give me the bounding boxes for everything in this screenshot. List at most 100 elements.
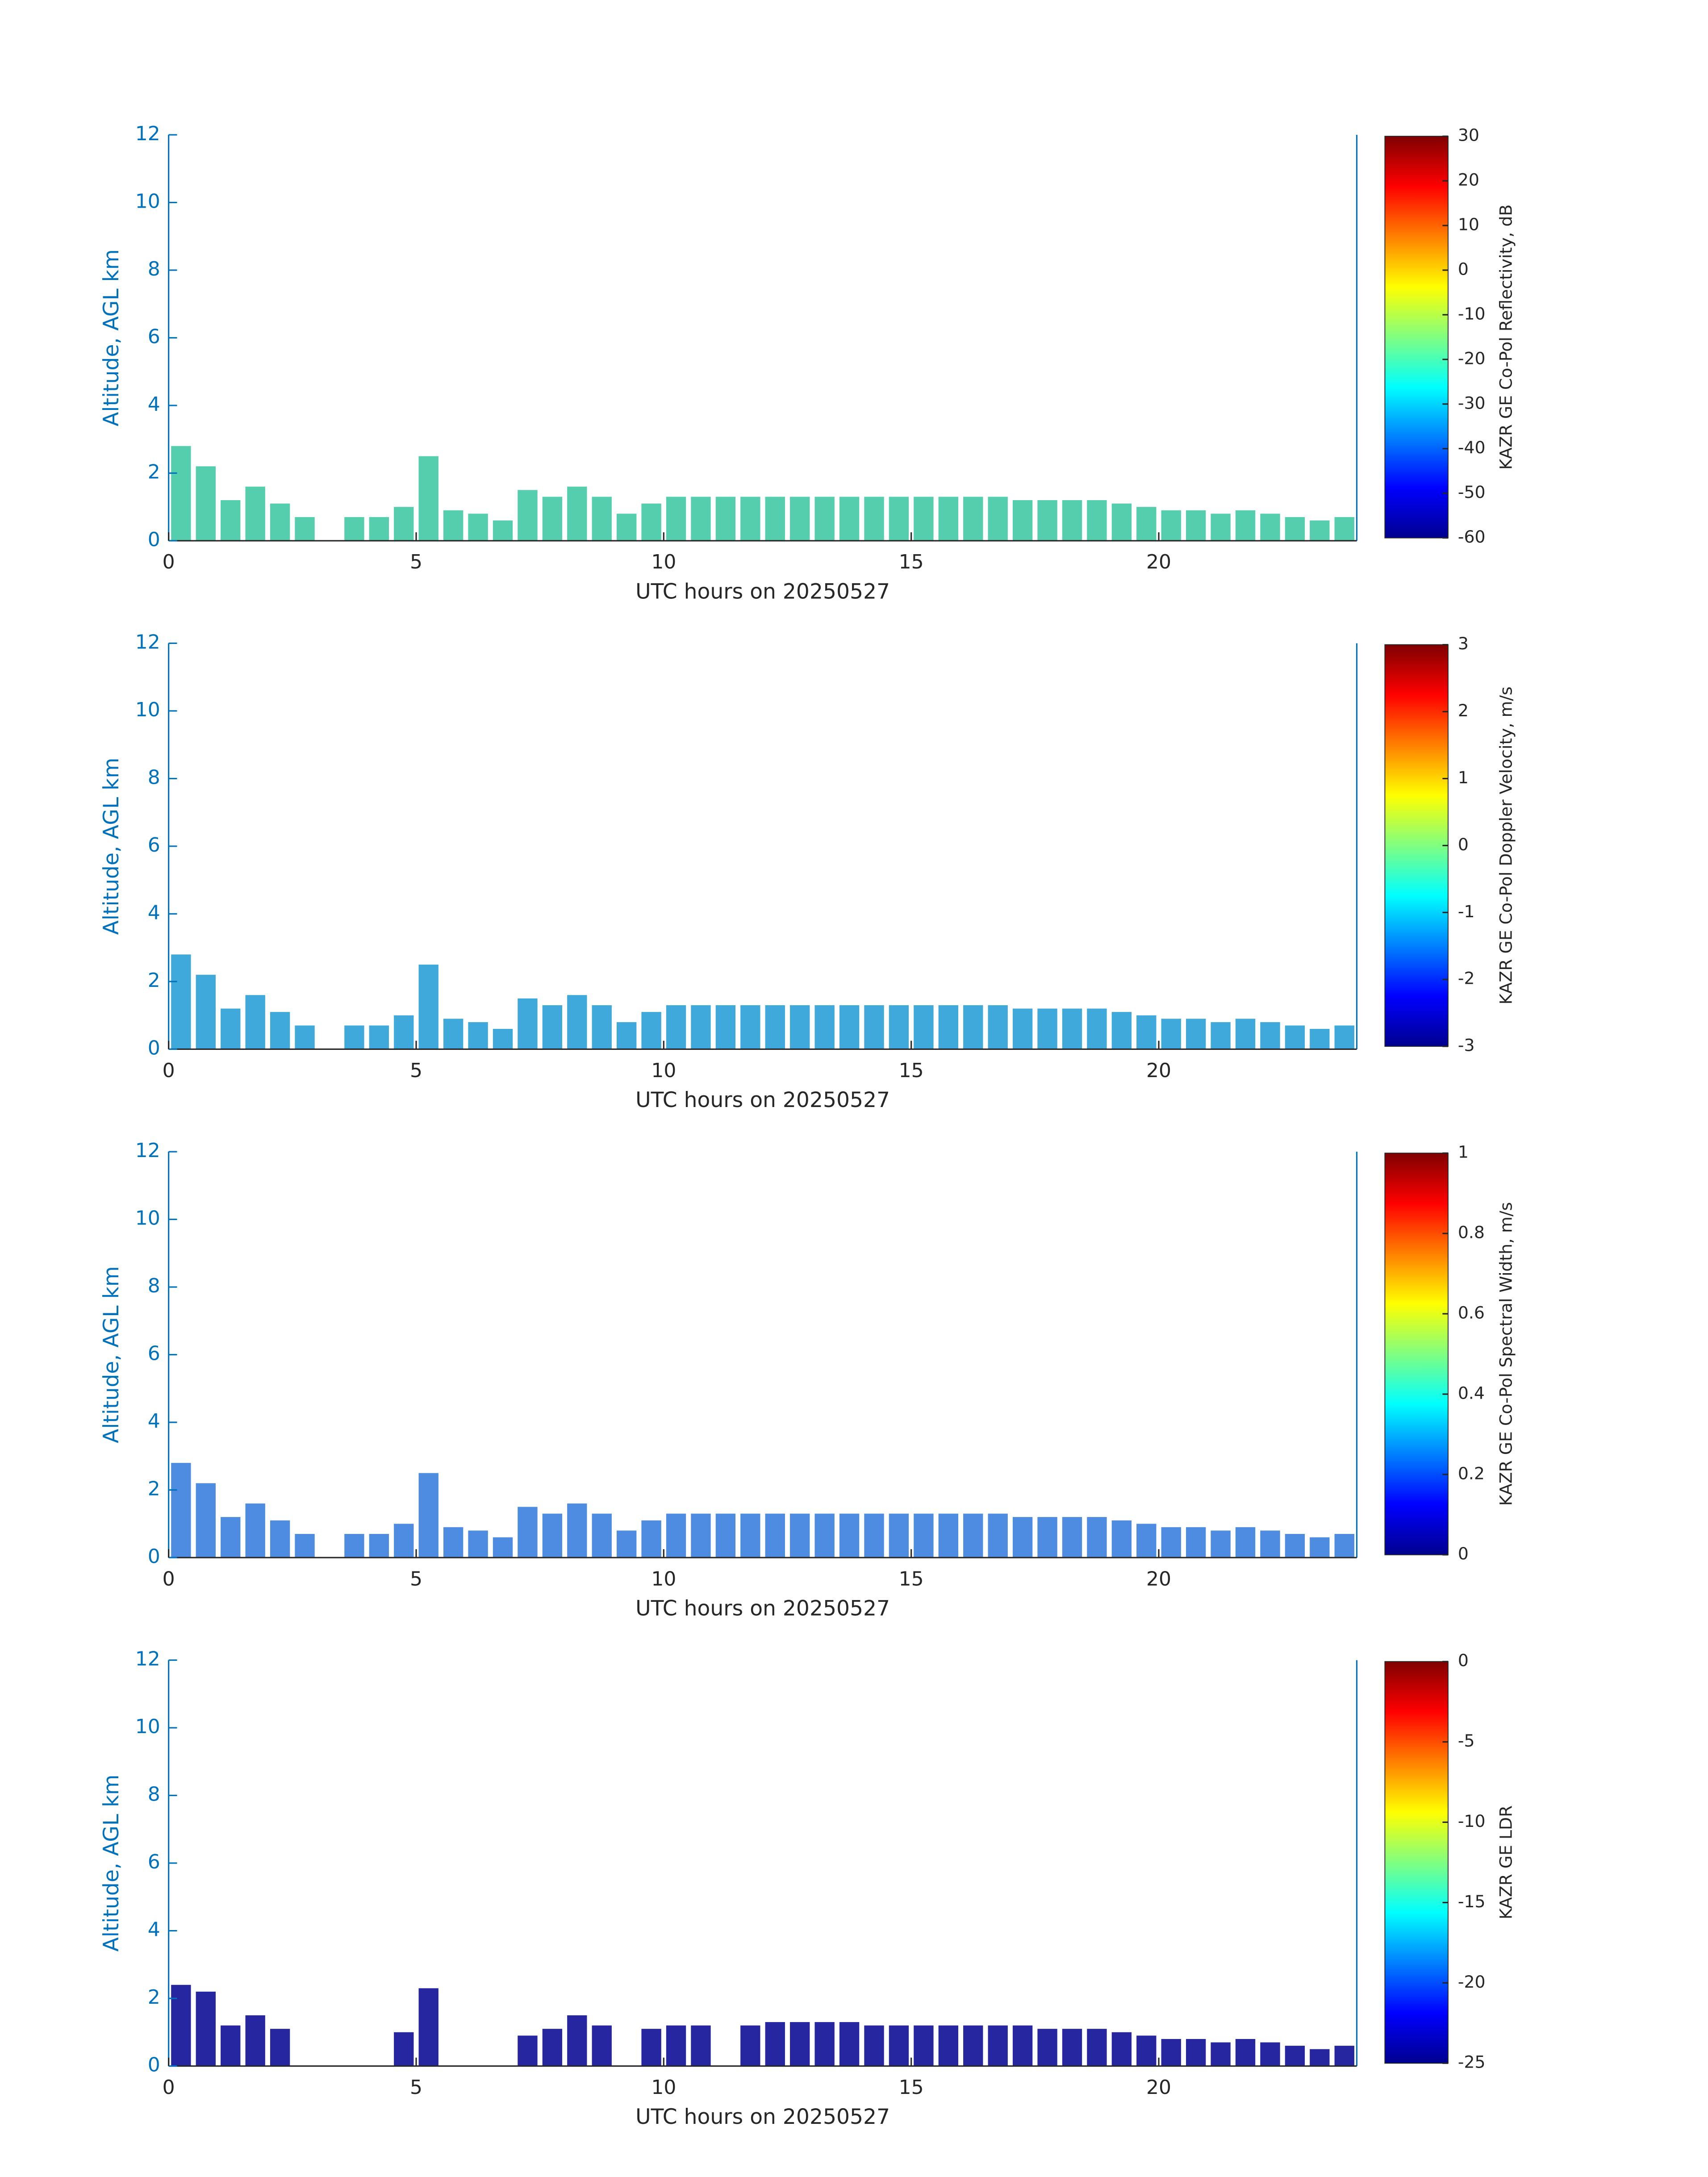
y-axis-label: Altitude, AGL km xyxy=(99,1266,124,1443)
colorbar-tick-label: -10 xyxy=(1458,1811,1486,1831)
x-axis-label: UTC hours on 20250527 xyxy=(635,1596,890,1621)
cloud-column xyxy=(765,497,785,541)
x-tick-label: 10 xyxy=(651,1567,676,1590)
colorbar-tick-label: 0.6 xyxy=(1458,1303,1485,1322)
cloud-column xyxy=(988,1513,1008,1558)
cloud-column xyxy=(666,2025,686,2066)
cloud-column xyxy=(418,456,438,541)
cloud-column xyxy=(691,497,711,541)
colorbar-tick-label: 0 xyxy=(1458,835,1469,854)
cloud-column xyxy=(889,1005,909,1049)
cloud-column xyxy=(1260,1022,1280,1049)
y-axis-label: Altitude, AGL km xyxy=(99,1775,124,1952)
colorbar xyxy=(1384,136,1449,539)
cloud-column xyxy=(1087,2029,1107,2066)
cloud-column xyxy=(988,1005,1008,1049)
y-tick-label: 4 xyxy=(148,901,160,924)
cloud-column xyxy=(369,517,389,541)
x-axis-label: UTC hours on 20250527 xyxy=(635,2105,890,2129)
cloud-column xyxy=(1235,1527,1256,1558)
cloud-column xyxy=(443,1019,464,1049)
cloud-column xyxy=(344,1025,364,1049)
cloud-column xyxy=(1310,2049,1330,2066)
cloud-column xyxy=(740,1005,760,1049)
cloud-column xyxy=(1310,1028,1330,1049)
cloud-column xyxy=(592,1005,612,1049)
y-tick-label: 6 xyxy=(148,834,160,857)
cloud-column xyxy=(1136,1524,1157,1558)
cloud-column xyxy=(914,2025,934,2066)
y-tick-label: 0 xyxy=(148,1036,160,1059)
colorbar-tick-label: -50 xyxy=(1458,482,1486,502)
cloud-column xyxy=(245,1503,265,1558)
cloud-column xyxy=(196,1483,216,1558)
cloud-column xyxy=(418,1988,438,2066)
colorbar-tick-label: 3 xyxy=(1458,634,1469,653)
cloud-column xyxy=(839,1513,860,1558)
cloud-column xyxy=(542,497,563,541)
cloud-column xyxy=(1186,510,1206,541)
cloud-column xyxy=(295,517,315,541)
cloud-column xyxy=(1285,1025,1305,1049)
cloud-column xyxy=(493,520,513,541)
cloud-column xyxy=(592,2025,612,2066)
cloud-column xyxy=(221,500,241,541)
x-axis-label: UTC hours on 20250527 xyxy=(635,579,890,604)
cloud-column xyxy=(221,1008,241,1049)
colorbar-tick-label: 1 xyxy=(1458,1142,1469,1162)
x-tick-label: 20 xyxy=(1146,551,1171,573)
cloud-column xyxy=(1211,2042,1231,2066)
cloud-column xyxy=(344,517,364,541)
cloud-column xyxy=(518,998,538,1049)
cloud-column xyxy=(864,1005,884,1049)
cloud-column xyxy=(938,1513,958,1558)
cloud-column xyxy=(567,486,587,541)
cloud-column xyxy=(369,1025,389,1049)
cloud-column xyxy=(617,1022,637,1049)
cloud-column xyxy=(394,1524,414,1558)
cloud-column xyxy=(963,1005,983,1049)
cloud-column xyxy=(1037,2029,1057,2066)
cloud-column xyxy=(418,1473,438,1558)
colorbar-tick-label: -20 xyxy=(1458,348,1486,368)
cloud-column xyxy=(1062,500,1082,541)
colorbar-tick-label: 2 xyxy=(1458,701,1469,720)
cloud-column xyxy=(715,1005,736,1049)
x-tick-label: 20 xyxy=(1146,1567,1171,1590)
colorbar-tick-label: -20 xyxy=(1458,1972,1486,1992)
cloud-column xyxy=(691,1005,711,1049)
cloud-column xyxy=(1211,1022,1231,1049)
colorbar-tick-label: -1 xyxy=(1458,902,1475,921)
colorbar-tick-label: -25 xyxy=(1458,2052,1486,2072)
cloud-column xyxy=(518,1507,538,1558)
cloud-column xyxy=(938,1005,958,1049)
cloud-column xyxy=(988,2025,1008,2066)
cloud-column xyxy=(1136,507,1157,541)
y-tick-label: 12 xyxy=(135,1648,160,1671)
cloud-column xyxy=(790,1513,810,1558)
colorbar xyxy=(1384,1153,1449,1555)
cloud-column xyxy=(740,497,760,541)
cloud-column xyxy=(889,2025,909,2066)
colorbar-tick-label: -10 xyxy=(1458,304,1486,323)
colorbar-tick-label: -2 xyxy=(1458,969,1475,988)
y-tick-label: 12 xyxy=(135,122,160,145)
colorbar-tick-label: 0 xyxy=(1458,1651,1469,1670)
cloud-column xyxy=(394,507,414,541)
x-tick-label: 15 xyxy=(899,1059,924,1082)
cloud-column xyxy=(295,1025,315,1049)
cloud-column xyxy=(1260,514,1280,541)
cloud-column xyxy=(988,497,1008,541)
cloud-column xyxy=(270,1012,290,1049)
cloud-column xyxy=(592,1513,612,1558)
cloud-column xyxy=(171,1985,191,2066)
cloud-column xyxy=(790,2022,810,2066)
y-tick-label: 4 xyxy=(148,393,160,416)
colorbar-tick-label: 30 xyxy=(1458,125,1479,145)
colorbar-label: KAZR GE Co-Pol Reflectivity, dB xyxy=(1496,205,1516,470)
cloud-column xyxy=(1211,514,1231,541)
cloud-column xyxy=(171,446,191,541)
cloud-column xyxy=(171,1462,191,1558)
y-tick-label: 0 xyxy=(148,528,160,551)
